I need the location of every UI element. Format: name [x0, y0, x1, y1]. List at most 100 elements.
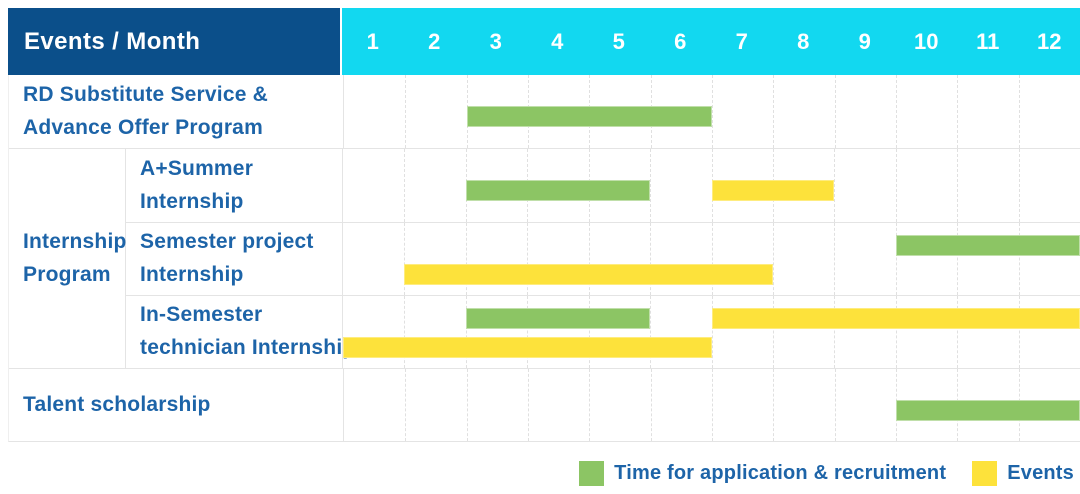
- month-gridline: [957, 296, 959, 368]
- row-label-rd-substitute-service: RD Substitute Service & Advance Offer Pro…: [9, 75, 343, 148]
- row-talent-scholarship: Talent scholarship: [9, 368, 1080, 441]
- month-header-1: 1: [366, 28, 379, 54]
- month-gridline: [895, 296, 897, 368]
- month-header-12: 12: [1037, 28, 1062, 54]
- timeline-rd-substitute-service: [343, 75, 1080, 148]
- row-label-semester-project-internship: Semester project Internship: [126, 223, 342, 295]
- month-header-11: 11: [976, 28, 1000, 54]
- label-line: Program: [23, 262, 111, 286]
- month-gridline: [650, 149, 652, 222]
- timeline-a-plus-summer-internship: [342, 149, 1080, 222]
- month-gridline: [404, 149, 406, 222]
- month-gridline: [405, 369, 407, 441]
- month-header-7: 7: [735, 28, 748, 54]
- month-header-5: 5: [612, 28, 625, 54]
- month-header-8: 8: [797, 28, 810, 54]
- month-gridline: [772, 223, 774, 295]
- month-gridline: [896, 75, 897, 148]
- group-internship-program: Internship Program A+Summer Internship Semes…: [9, 148, 1080, 368]
- row-label-in-semester-technician-internship: In-Semester technician Internship: [126, 296, 356, 368]
- bar-a-plus-summer-internship-application-0: [465, 180, 651, 201]
- month-header-3: 3: [489, 28, 502, 54]
- month-gridline: [773, 75, 775, 148]
- row-label-talent-scholarship: Talent scholarship: [9, 369, 343, 441]
- month-header-10: 10: [914, 28, 939, 54]
- bar-semester-project-internship-application-0: [895, 235, 1080, 256]
- label-line: Talent scholarship: [23, 392, 211, 416]
- legend-application-swatch: [579, 460, 605, 486]
- bar-in-semester-technician-internship-event-1: [711, 308, 1080, 329]
- month-gridline: [528, 369, 529, 441]
- month-gridline: [650, 296, 652, 368]
- label-line: technician Internship: [140, 336, 356, 359]
- month-header-4: 4: [551, 28, 564, 54]
- row-label-a-plus-summer-internship: A+Summer Internship: [126, 149, 342, 222]
- month-gridline: [834, 149, 836, 222]
- label-line: Semester project: [140, 230, 314, 254]
- month-gridline: [405, 75, 407, 148]
- label-line: RD Substitute Service &: [23, 82, 268, 106]
- month-gridline: [711, 296, 713, 368]
- month-gridline: [834, 75, 836, 148]
- month-gridline: [650, 223, 652, 295]
- month-gridline: [895, 149, 897, 222]
- month-gridline: [834, 369, 836, 441]
- group-label-internship-program: Internship Program: [9, 149, 126, 368]
- row-a-plus-summer-internship: A+Summer Internship: [126, 149, 1080, 222]
- label-line: Advance Offer Program: [23, 115, 263, 139]
- legend-events-swatch: [972, 460, 998, 486]
- month-gridline: [404, 223, 406, 295]
- month-gridline: [465, 296, 467, 368]
- label-line: A+Summer: [140, 156, 254, 180]
- row-in-semester-technician-internship: In-Semester technician Internship: [126, 295, 1080, 368]
- timeline-in-semester-technician-internship: [342, 296, 1080, 368]
- month-gridline: [465, 223, 467, 295]
- bar-in-semester-technician-internship-application-0: [465, 308, 651, 329]
- month-header-9: 9: [858, 28, 871, 54]
- month-gridline: [1018, 75, 1020, 148]
- month-gridline: [957, 223, 959, 295]
- month-gridline: [834, 223, 836, 295]
- month-gridline: [589, 369, 591, 441]
- bar-in-semester-technician-internship-event-2: [343, 337, 712, 358]
- month-header-row: 1 2 3 4 5 6 7 8 9 10 11 12: [342, 8, 1080, 75]
- month-gridline: [895, 223, 897, 295]
- month-gridline: [712, 369, 713, 441]
- month-gridline: [834, 296, 836, 368]
- bar-a-plus-summer-internship-event-1: [711, 180, 835, 201]
- month-gridline: [712, 75, 713, 148]
- month-gridline: [711, 223, 713, 295]
- month-gridline: [773, 369, 775, 441]
- group-rows-internship-program: A+Summer Internship Semester project Intern…: [126, 149, 1080, 368]
- legend: Time for application & recruitment Event…: [579, 456, 1074, 490]
- table-title: Events / Month: [8, 8, 340, 75]
- month-header-6: 6: [674, 28, 687, 54]
- label-line: Internship: [140, 263, 244, 286]
- month-gridline: [1018, 149, 1020, 222]
- table-body: RD Substitute Service & Advance Offer Pro…: [8, 75, 1080, 442]
- timeline-talent-scholarship: [343, 369, 1080, 441]
- label-line: In-Semester: [140, 303, 263, 327]
- row-rd-substitute-service: RD Substitute Service & Advance Offer Pro…: [9, 75, 1080, 148]
- month-gridline: [527, 296, 529, 368]
- month-gridline: [957, 149, 959, 222]
- label-line: Internship: [140, 189, 244, 213]
- bar-talent-scholarship-application-0: [896, 400, 1080, 421]
- month-gridline: [466, 369, 468, 441]
- table-header: Events / Month 1 2 3 4 5 6 7 8 9 10 11 12: [8, 8, 1080, 75]
- bar-semester-project-internship-event-1: [404, 264, 773, 285]
- label-line: Internship: [23, 229, 127, 253]
- month-gridline: [1018, 296, 1020, 368]
- month-gridline: [1018, 223, 1020, 295]
- month-gridline: [404, 296, 406, 368]
- bar-rd-substitute-service-application-0: [466, 106, 712, 127]
- timeline-semester-project-internship: [342, 223, 1080, 295]
- month-gridline: [588, 223, 590, 295]
- month-gridline: [527, 223, 529, 295]
- month-gridline: [957, 75, 959, 148]
- month-gridline: [588, 296, 590, 368]
- events-month-table: Events / Month 1 2 3 4 5 6 7 8 9 10 11 12 RD Substi…: [8, 8, 1080, 442]
- month-gridline: [650, 369, 652, 441]
- legend-application-label: Time for application & recruitment: [614, 461, 947, 484]
